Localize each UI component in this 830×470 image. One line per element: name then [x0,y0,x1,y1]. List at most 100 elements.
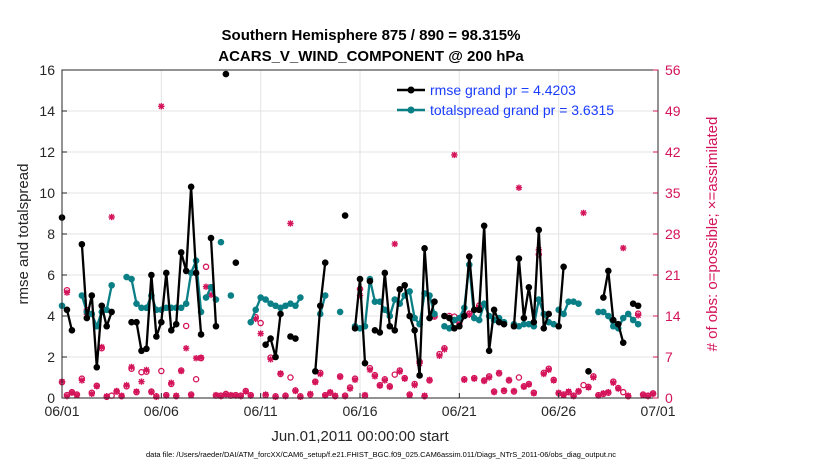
y-tick-label: 16 [39,62,55,78]
obs-assimilated-stroke [257,330,264,337]
obs-assimilated-stroke [506,376,512,383]
obs-assimilated-point [471,375,478,382]
obs-possible-point [287,374,294,381]
obs-assimilated-stroke [247,392,254,399]
obs-assimilated-stroke [74,392,80,398]
totalspread-point [480,300,488,308]
obs-assimilated-point [317,370,324,378]
totalspread-point [371,298,379,305]
obs-assimilated-stroke [252,316,259,322]
rmse-point [98,302,106,310]
legend: rmse grand pr = 4.4203 totalspread grand… [397,82,614,118]
totalspread-point [108,281,115,289]
y-right-tick-label: 7 [665,349,673,365]
rmse-point [416,372,423,379]
totalspread-point [610,322,617,330]
obs-assimilated-stroke [113,388,120,394]
obs-assimilated-point [148,388,155,396]
rmse-point [426,314,433,322]
obs-assimilated-point [436,352,443,360]
rmse-point [396,286,404,293]
y-right-tick-label: 14 [665,308,681,324]
totalspread-point [550,320,557,328]
totalspread-point [321,292,329,299]
rmse-point [192,269,200,277]
obs-assimilated-point [605,388,612,396]
obs-assimilated-stroke [491,389,497,396]
obs-assimilated-stroke [138,378,145,385]
obs-assimilated-stroke [337,374,344,380]
obs-assimilated-point [361,391,369,399]
obs-assimilated-point [182,345,190,352]
totalspread-point [411,314,418,322]
obs-assimilated-stroke [88,391,95,397]
obs-assimilated-stroke [163,392,170,399]
obs-assimilated-stroke [352,376,358,383]
x-tick-label: 06/26 [541,403,576,419]
obs-assimilated-stroke [610,379,617,386]
obs-assimilated-point [510,387,518,395]
totalspread-point [470,314,478,322]
obs-assimilated-point [466,311,473,319]
totalspread-point [560,310,567,318]
obs-assimilated-stroke [232,392,239,399]
obs-assimilated-stroke [501,387,507,394]
obs-assimilated-stroke [411,382,418,389]
obs-assimilated-point [98,343,105,351]
obs-assimilated-stroke [213,392,219,398]
rmse-point [167,327,175,334]
y-right-tick-label: 56 [665,62,681,78]
rmse-point [401,281,409,289]
rmse-point [600,294,607,301]
rmse-line [65,309,74,331]
rmse-point [520,314,528,322]
obs-assimilated-stroke [406,392,413,398]
obs-assimilated-point [515,184,523,191]
obs-assimilated-stroke [128,364,135,370]
rmse-point [361,359,369,367]
totalspread-point [128,275,135,283]
obs-assimilated-point [197,354,205,361]
rmse-point [371,327,379,334]
y-right-tick-label: 42 [665,144,681,160]
obs-assimilated-stroke [292,388,299,394]
obs-assimilated-stroke [401,375,408,382]
obs-assimilated-point [560,391,567,399]
obs-assimilated-point [351,376,359,384]
rmse-point [470,306,478,314]
totalspread-point [600,308,607,316]
obs-assimilated-point [168,379,175,386]
totalspread-point [624,310,632,318]
rmse-point [143,345,150,353]
x-axis-label: Jun.01,2011 00:00:00 start [271,428,449,445]
obs-possible-point [391,371,399,378]
rmse-point [222,70,230,78]
obs-assimilated-point [411,381,418,389]
totalspread-point [163,304,170,312]
obs-assimilated-stroke [203,283,209,290]
x-tick-label: 06/11 [244,403,278,419]
rmse-point [614,320,622,328]
data-file-footer: data file: /Users/raeder/DAI/ATM_forcXX/… [146,450,616,459]
x-tick-label: 06/21 [442,403,477,419]
totalspread-point [182,300,190,308]
rmse-point [351,325,359,332]
obs-assimilated-stroke [426,376,433,383]
obs-assimilated-stroke [471,375,478,382]
totalspread-point [595,308,602,316]
obs-assimilated-stroke [347,385,353,392]
legend-totalspread-label: totalspread grand pr = 3.6315 [430,102,614,118]
totalspread-point [336,308,344,316]
rmse-point [153,333,160,340]
totalspread-point [406,288,413,295]
totalspread-point [525,320,533,328]
y-axis-label: rmse and totalspread [15,164,32,305]
obs-assimilated-stroke [580,210,587,216]
x-tick-label: 06/16 [342,403,377,419]
totalspread-point [267,300,274,308]
obs-possible-point [202,263,210,271]
rmse-point [177,249,185,256]
totalspread-point [138,304,145,312]
rmse-point [406,312,413,320]
rmse-point [207,234,215,242]
